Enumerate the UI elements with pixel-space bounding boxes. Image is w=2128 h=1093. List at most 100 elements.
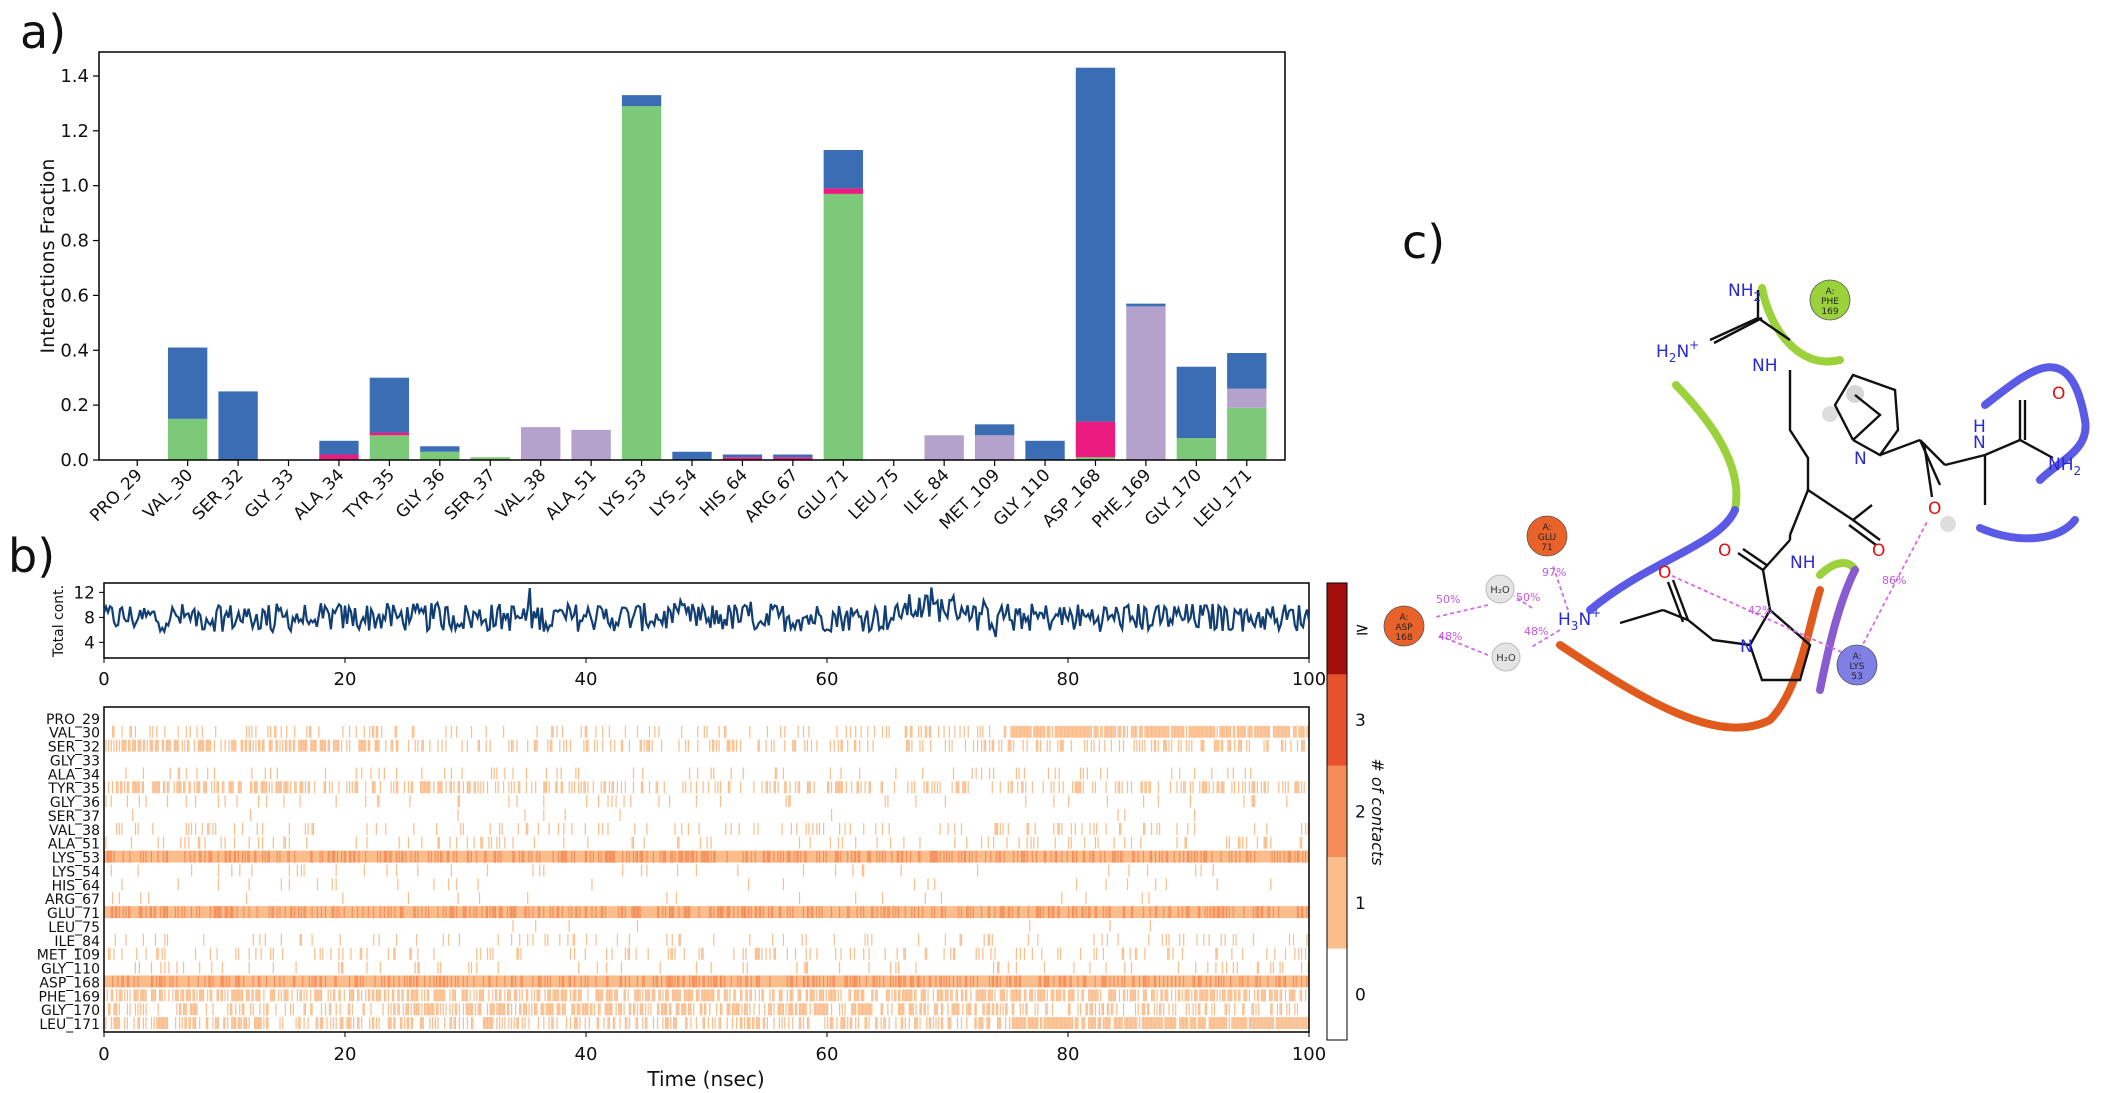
bar-segment-GLY_170-water_bridge xyxy=(1176,438,1217,460)
heatmap-row-label: GLU_71 xyxy=(47,906,100,922)
atom-labels: NH2 H2N+ NH H3N+ O O O O O N N NH NH NH2 xyxy=(1558,281,2081,657)
total-contacts-line-chart: 4 8 12 0 20 40 60 80 100 Total cont. xyxy=(51,582,1326,690)
residue-label-line: 169 xyxy=(1821,307,1838,317)
bar-segment-HIS_64-hbond xyxy=(722,454,763,458)
bar-segment-ARG_67-hbond xyxy=(773,454,813,458)
pocket-outline-blue-2 xyxy=(1981,363,2090,484)
x-axis-label-b2: Time (nsec) xyxy=(646,1067,764,1091)
bar-segment-VAL_38-hydrophobic xyxy=(521,427,561,460)
bar-segment-LYS_53-hbond xyxy=(621,95,662,107)
bar-segment-PHE_169-hydrophobic xyxy=(1126,306,1166,460)
x-tick-label-b2: 80 xyxy=(1057,1044,1080,1065)
bar-segment-GLY_36-water_bridge xyxy=(420,451,460,460)
x-tick-label: SER_37 xyxy=(441,465,500,524)
x-tick-label: PRO_29 xyxy=(86,465,147,526)
residue-circle xyxy=(1836,644,1878,686)
heatmap-cells xyxy=(104,725,1309,1029)
solvent-exposure-halo xyxy=(1940,516,1956,532)
x-tick-label: VAL_30 xyxy=(139,465,197,523)
x-tick-label: LEU_75 xyxy=(845,465,904,524)
atom-h2n-plus: H2N+ xyxy=(1656,338,1699,365)
heatmap-contacts-ILE_84 xyxy=(114,933,1308,946)
panel-label-a: a) xyxy=(20,5,66,59)
atom-oxygen-1: O xyxy=(1658,563,1671,583)
heatmap-row-label: SER_37 xyxy=(48,809,100,825)
bar-segment-TYR_35-ionic xyxy=(369,432,410,436)
residue-label-line: 53 xyxy=(1851,672,1862,682)
bar-segment-LYS_54-hbond xyxy=(672,451,712,460)
heatmap-contacts-dense-LYS_53 xyxy=(104,850,1307,863)
bar-segment-GLU_71-ionic xyxy=(823,188,863,194)
colorbar-swatch xyxy=(1327,674,1347,766)
residue-label-line: A: xyxy=(1399,613,1408,623)
heatmap-contacts-LYS_54 xyxy=(110,864,1214,877)
heatmap-row-label: LEU_75 xyxy=(48,920,100,936)
x-axis-ticks-b1: 0 20 40 60 80 100 xyxy=(98,658,1326,690)
solvent-exposure-halo xyxy=(1822,406,1838,422)
y-axis-ticks-b1: 4 8 12 xyxy=(73,583,104,653)
bar-segment-MET_109-hydrophobic xyxy=(974,435,1015,460)
y-tick-label-b1: 4 xyxy=(84,633,95,653)
x-tick-label-b1: 0 xyxy=(98,669,109,690)
x-tick-label: ARG_67 xyxy=(741,465,802,526)
x-tick-label: ALA_51 xyxy=(542,465,601,524)
heatmap-contacts-ALA_51 xyxy=(105,836,1303,849)
residue-label-line: 71 xyxy=(1541,543,1552,553)
atom-nh2-end: NH2 xyxy=(2048,455,2081,478)
x-tick-label-b1: 100 xyxy=(1292,669,1326,690)
heatmap-contacts-dense-GLU_71 xyxy=(110,906,1308,919)
residue-label-line: LYS xyxy=(1849,662,1864,672)
atom-oxygen-4: O xyxy=(1928,499,1941,519)
residue-circle xyxy=(1383,605,1425,647)
bar-segment-VAL_30-hbond xyxy=(167,347,208,419)
y-tick-label: 0.4 xyxy=(60,340,89,361)
heatmap-contacts-MET_109 xyxy=(108,947,1307,960)
heatmap-band-ASP_168 xyxy=(104,975,1309,988)
residue-circle xyxy=(1526,515,1568,557)
residue-label-line: PHE xyxy=(1821,297,1839,307)
colorbar-label: # of contacts xyxy=(1368,758,1387,865)
bar-segment-LEU_171-hbond xyxy=(1227,353,1267,389)
x-tick-label: LYS_53 xyxy=(596,465,652,521)
y-axis-label-a: Interactions Fraction xyxy=(37,159,59,354)
panel-label-c: c) xyxy=(1402,215,1445,269)
x-tick-label: GLY_36 xyxy=(392,465,449,522)
colorbar-tick-label: 1 xyxy=(1355,894,1366,914)
bar-segment-ARG_67-ionic xyxy=(773,457,813,460)
colorbar-swatch xyxy=(1327,857,1347,949)
bar-segment-ALA_34-hbond xyxy=(319,440,359,455)
colorbar-frame xyxy=(1326,582,1348,1041)
bar-marks xyxy=(167,67,1267,461)
x-tick-label-b2: 0 xyxy=(98,1044,109,1065)
bar-segment-HIS_64-ionic xyxy=(722,457,763,460)
water-1-label: H₂O xyxy=(1490,585,1510,596)
colorbar-tick-label: 3 xyxy=(1355,711,1366,731)
y-tick-label-b1: 8 xyxy=(84,608,95,628)
heatmap-contacts-LEU_171 xyxy=(105,1017,1309,1029)
pocket-outline-blue-1 xyxy=(1586,506,1739,614)
x-axis-ticks: PRO_29VAL_30SER_32GLY_33ALA_34TYR_35GLY_… xyxy=(86,460,1256,534)
x-axis-ticks-b2: 0 20 40 60 80 100 xyxy=(98,1032,1326,1065)
atom-oxygen-5: O xyxy=(2052,384,2065,404)
plot-frame-b2 xyxy=(103,706,1310,1033)
residue-label-line: A: xyxy=(1852,652,1861,662)
pocket-outline-green-2 xyxy=(1672,381,1741,514)
colorbar-swatch xyxy=(1327,583,1347,675)
colorbar: 0 1 2 3 ≥ xyxy=(1326,582,1369,1041)
total-contacts-trace xyxy=(102,587,1311,638)
bar-segment-TYR_35-hbond xyxy=(369,377,410,433)
heatmap-row-label: ILE_84 xyxy=(54,934,100,950)
heatmap-row-label: ARG_67 xyxy=(45,892,100,908)
atom-ring-nitrogen-2: N xyxy=(1740,637,1753,657)
heatmap-row-label: LYS_54 xyxy=(52,864,100,880)
x-tick-label-b2: 100 xyxy=(1292,1044,1326,1065)
interaction-percentages: 50% 50% 97% 48% 48% 42% 86% xyxy=(1436,566,1906,643)
bar-segment-ASP_168-water_bridge xyxy=(1075,457,1116,460)
colorbar-swatch xyxy=(1327,948,1347,1040)
heatmap-contacts-VAL_30 xyxy=(112,725,1309,738)
atom-oxygen-3: O xyxy=(1872,541,1885,561)
plot-frame-b1 xyxy=(103,582,1310,659)
pocket-outline-green-1 xyxy=(1758,284,1844,366)
